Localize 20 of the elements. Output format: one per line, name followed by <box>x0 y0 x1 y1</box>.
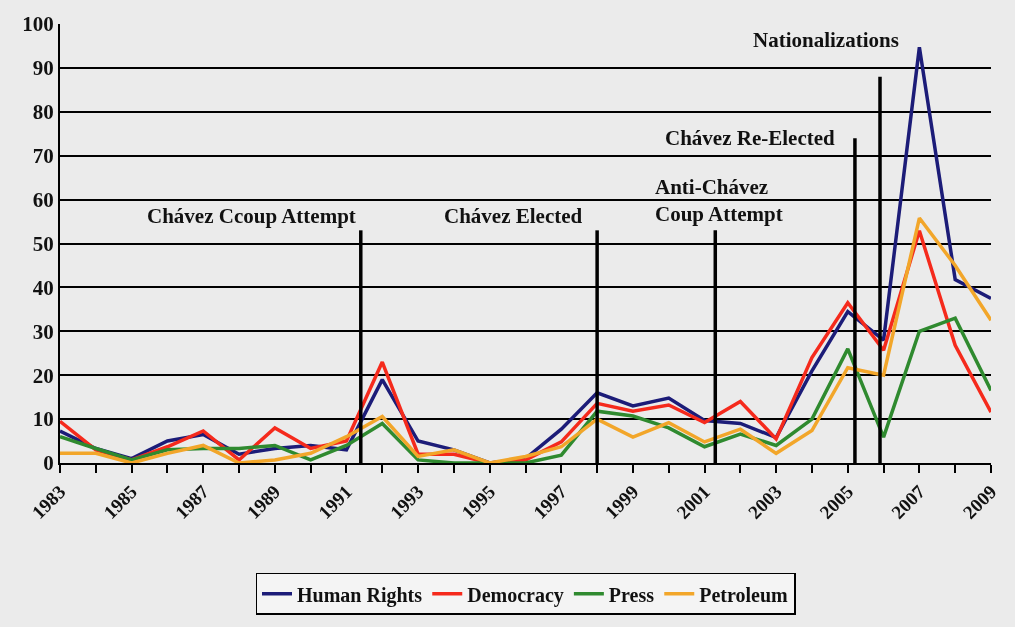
y-tick-label: 90 <box>32 56 54 81</box>
annotation: Chávez Ccoup Attempt <box>147 204 356 228</box>
annotation: Chávez Elected <box>444 204 583 228</box>
y-tick-label: 0 <box>43 451 54 476</box>
annotation: Chávez Re-Elected <box>665 126 836 150</box>
legend-label: Democracy <box>467 583 564 607</box>
legend-label: Press <box>608 583 655 606</box>
annotation: Nationalizations <box>753 28 899 52</box>
legend-label: Petroleum <box>699 583 789 606</box>
annotation: Anti-Chávez Coup Attempt <box>655 175 783 227</box>
y-tick-label: 80 <box>32 100 54 125</box>
y-tick-label: 20 <box>32 363 54 388</box>
y-tick-label: 30 <box>32 319 54 344</box>
y-tick-label: 100 <box>22 12 54 37</box>
y-tick-label: 50 <box>32 231 54 256</box>
y-tick-label: 70 <box>32 144 54 169</box>
y-tick-label: 40 <box>32 275 54 300</box>
legend-label: Human Rights <box>297 583 423 607</box>
y-tick-label: 10 <box>32 407 54 432</box>
y-tick-label: 60 <box>32 187 54 212</box>
